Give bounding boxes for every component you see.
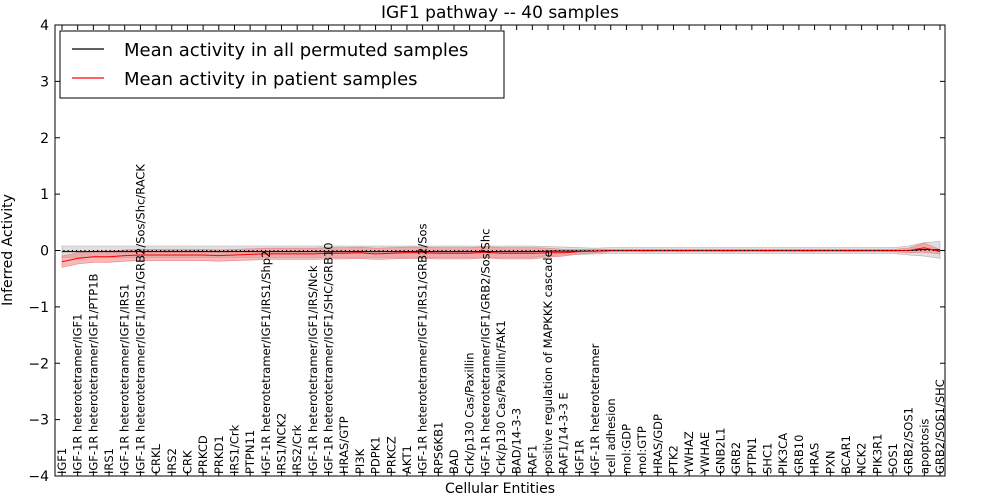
x-category-label: HRAS [808,443,822,474]
x-category-label: positive regulation of MAPKKK cascade [541,250,555,474]
x-category-label: SHC1 [761,443,775,474]
legend-box [59,30,505,99]
x-category-label: PTPN1 [745,437,759,474]
x-category-label: BAD/14-3-3 [510,408,524,474]
x-category-label: HRAS/GDP [651,414,665,474]
x-category-label: YWHAE [698,432,712,475]
x-category-label: PI3K [353,448,367,474]
x-category-label: Crk/p130 Cas/Paxillin [463,353,477,474]
x-category-label: IGF-1R heterotetramer/IGF1/IRS1/GRB2/Sos [416,223,430,474]
x-category-label: IRS1/NCK2 [275,413,289,474]
x-category-label: IGF-1R heterotetramer/IGF1/SHC/GRB10 [322,242,336,474]
y-tick-label: 1 [40,187,49,203]
x-category-label: IGF-1R heterotetramer/IGF1/IRS/Nck [306,265,320,474]
x-axis-label: Cellular Entities [445,481,555,497]
x-category-label: IGF-1R heterotetramer [588,343,602,474]
x-category-label: IGF-1R heterotetramer/IGF1/IRS1/Shp2 [259,251,273,474]
x-category-label: PTPN11 [243,430,257,474]
line-series-1 [61,247,941,263]
x-category-label: RAF1 [525,445,539,474]
x-category-label: PIK3CA [776,433,790,474]
x-category-label: IRS1 [102,448,116,474]
chart-title: IGF1 pathway -- 40 samples [381,3,619,23]
x-category-label: PIK3R1 [870,434,884,475]
x-category-label: RPS6KB1 [431,422,445,474]
x-category-label: Crk/p130 Cas/Paxillin/FAK1 [494,320,508,474]
x-category-label: YWHAZ [682,431,696,475]
x-category-label: GRB10 [792,435,806,474]
x-category-label: HRAS/GTP [337,416,351,474]
y-tick-label: −4 [28,469,49,485]
x-category-label: mol:GTP [635,426,649,474]
x-category-label: IGF-1R heterotetramer/IGF1/GRB2/Sos/Shc [478,229,492,474]
legend-label-permuted: Mean activity in all permuted samples [124,40,468,61]
x-category-label: IGF-1R heterotetramer/IGF1/PTP1B [86,273,100,474]
x-category-label: IGF-1R heterotetramer/IGF1 [71,314,85,474]
legend-label-patient: Mean activity in patient samples [124,69,418,90]
x-category-label: IRS1/Crk [228,424,242,474]
x-category-label: GRB2 [729,442,743,474]
x-category-label: CRK [180,450,194,474]
x-category-label: IRS2/Crk [290,424,304,474]
y-tick-label: 2 [40,131,49,147]
x-category-label: PDPK1 [369,436,383,474]
plot-frame [54,24,946,477]
x-category-label: cell adhesion [604,398,618,474]
legend: Mean activity in all permuted samples Me… [59,30,505,99]
band-series-1 [61,242,941,268]
x-axis-ticks: IGF1 IGF-1R heterotetramer/IGF1 IGF-1R het… [55,25,947,476]
x-category-label: PRKD1 [212,435,226,474]
x-category-label: NCK2 [855,443,869,475]
error-bands [61,241,941,268]
x-category-label: GRB2/SOS1 [902,407,916,474]
x-category-label: IGF-1R heterotetramer/IGF1/IRS1 [118,284,132,474]
x-category-label: IGF1R [572,440,586,474]
series-lines [61,247,941,263]
x-category-label: IRS2 [165,448,179,474]
x-category-label: SOS1 [886,443,900,474]
x-category-label: mol:GDP [619,424,633,474]
x-category-label: BAD [447,449,461,474]
x-category-label: GNB2L1 [714,428,728,474]
y-axis-label: Inferred Activity [0,194,16,306]
x-category-label: PXN [823,451,837,474]
x-category-label: CRKL [149,443,163,474]
y-tick-label: −1 [28,300,49,316]
x-category-label: PRKCZ [384,436,398,474]
y-tick-label: 3 [40,74,49,90]
x-category-label: AKT1 [400,445,414,474]
x-category-label: IGF-1R heterotetramer/IGF1/IRS1/GRB2/Sos… [133,164,147,474]
x-category-label: IGF1 [55,448,69,474]
y-axis-ticks: 4 3 2 1 0 −1 −2 −3 −4 [28,18,945,485]
x-category-label: BCAR1 [839,435,853,474]
y-tick-label: −3 [28,413,49,429]
x-category-label: PTK2 [667,445,681,474]
y-tick-label: 4 [40,18,49,34]
x-category-label: PRKCD [196,435,210,474]
x-category-label: RAF1/14-3-3 E [557,392,571,474]
x-category-label: GRB2/SOS1/SHC [933,379,947,474]
y-tick-label: −2 [28,356,49,372]
x-category-label: apoptosis [917,419,931,474]
y-tick-label: 0 [40,244,49,260]
